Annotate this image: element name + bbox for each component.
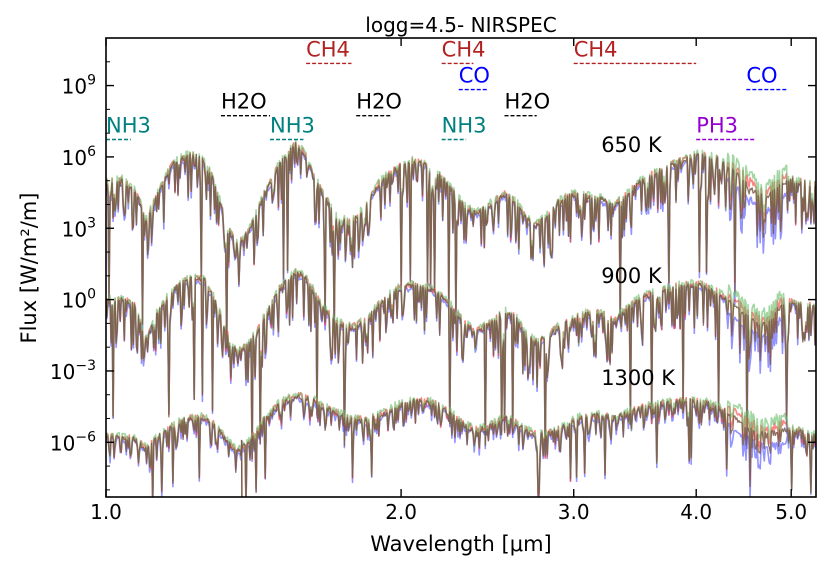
temperature-label-0: 650 K <box>601 133 663 157</box>
x-tick-label: 2.0 <box>385 500 417 524</box>
spectrum-900k-line-4 <box>106 271 816 459</box>
chart-title: logg=4.5- NIRSPEC <box>365 13 556 37</box>
spectrum-650k-line-4 <box>106 142 816 349</box>
x-axis-ticks: 1.0 2.0 3.0 4.0 5.0 <box>90 38 807 524</box>
band-label-ch4-0: CH4 <box>306 37 350 61</box>
y-tick-label: 10−6 <box>50 429 96 455</box>
band-label-nh3-9: NH3 <box>270 114 315 138</box>
band-label-h2o-6: H2O <box>356 90 402 114</box>
x-tick-label: 1.0 <box>90 500 122 524</box>
y-axis-label: Flux [W/m²/m] <box>17 193 41 344</box>
temperature-label-2: 1300 K <box>601 366 676 390</box>
y-tick-label: 10−3 <box>50 358 96 384</box>
temperature-label-1: 900 K <box>601 264 663 288</box>
band-label-h2o-5: H2O <box>221 90 267 114</box>
band-label-nh3-8: NH3 <box>106 114 151 138</box>
band-label-ph3-11: PH3 <box>696 114 738 138</box>
band-label-ch4-2: CH4 <box>574 37 618 61</box>
band-label-ch4-1: CH4 <box>442 37 486 61</box>
y-axis-ticks: 109 106 103 100 10−3 10−6 <box>50 61 816 491</box>
x-tick-label: 5.0 <box>775 500 807 524</box>
plot-frame <box>105 37 817 498</box>
y-tick-label: 103 <box>62 215 96 241</box>
x-tick-label: 3.0 <box>558 500 590 524</box>
band-label-h2o-7: H2O <box>505 90 551 114</box>
band-label-nh3-10: NH3 <box>442 114 487 138</box>
y-tick-label: 106 <box>62 144 96 170</box>
temperature-labels: 650 K 900 K 1300 K <box>601 133 676 390</box>
x-tick-label: 4.0 <box>680 500 712 524</box>
y-tick-label: 109 <box>62 73 96 99</box>
band-label-co-3: CO <box>459 64 490 88</box>
band-label-co-4: CO <box>746 64 777 88</box>
y-tick-label: 100 <box>62 287 96 313</box>
spectrum-1300k-line-4 <box>106 394 816 497</box>
series-layer <box>106 139 816 497</box>
x-axis-label: Wavelength [μm] <box>370 532 551 556</box>
